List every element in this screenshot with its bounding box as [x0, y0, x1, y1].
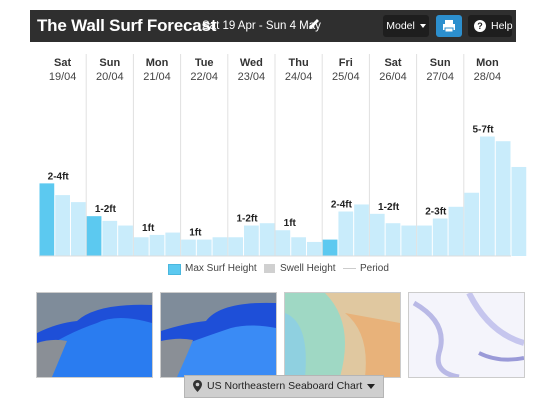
date-label: 22/04	[190, 71, 218, 83]
surf-height-label: 5-7ft	[472, 125, 494, 136]
day-label: Thu	[289, 57, 309, 69]
surf-height-label: 2-3ft	[425, 207, 447, 218]
surf-height-label: 1-2ft	[236, 214, 258, 225]
date-label: 19/04	[49, 71, 77, 83]
day-label: Sun	[99, 57, 120, 69]
surf-bar[interactable]	[212, 237, 228, 256]
surf-bar[interactable]	[86, 216, 102, 256]
print-button[interactable]	[436, 15, 462, 37]
legend-label-max-surf: Max Surf Height	[185, 263, 257, 274]
surf-bar[interactable]	[196, 239, 212, 256]
surf-bar[interactable]	[275, 230, 291, 256]
surf-bar[interactable]	[369, 213, 385, 256]
surf-bar[interactable]	[432, 218, 448, 256]
legend-swatch-swell	[264, 264, 275, 273]
surf-bar[interactable]	[259, 223, 275, 256]
wind-map-icon	[285, 293, 400, 377]
help-button[interactable]: ? Help	[468, 15, 513, 37]
surf-bar[interactable]	[354, 204, 369, 256]
caret-down-icon	[367, 384, 375, 389]
surf-bar[interactable]	[133, 237, 149, 256]
surf-bar[interactable]	[165, 232, 181, 256]
model-button-label: Model	[386, 20, 415, 32]
surf-height-label: 1ft	[142, 223, 155, 234]
surf-bar[interactable]	[448, 206, 464, 256]
day-label: Mon	[146, 57, 169, 69]
day-label: Mon	[476, 57, 499, 69]
surf-bar[interactable]	[417, 225, 432, 256]
date-label: 21/04	[143, 71, 171, 83]
surf-bar[interactable]	[511, 166, 527, 256]
surf-height-label: 2-4ft	[48, 171, 70, 182]
date-label: 24/04	[285, 71, 313, 83]
model-button[interactable]: Model	[383, 15, 429, 37]
help-label: Help	[491, 20, 513, 32]
map-select-label: US Northeastern Seaboard Chart	[207, 380, 363, 392]
date-label: 20/04	[96, 71, 124, 83]
map-pin-icon	[193, 380, 202, 392]
surf-height-label: 2-4ft	[331, 199, 353, 210]
legend-line-period	[343, 268, 356, 269]
date-label: 23/04	[238, 71, 266, 83]
caret-down-icon	[419, 24, 426, 29]
surf-height-map-icon	[37, 293, 152, 377]
map-thumbnail-4[interactable]	[408, 292, 525, 378]
date-label: 27/04	[426, 71, 454, 83]
surf-bar[interactable]	[102, 220, 118, 256]
surf-bar[interactable]	[322, 239, 338, 256]
surf-height-label: 1ft	[189, 228, 202, 239]
surf-bar[interactable]	[181, 239, 196, 256]
surf-height-map-icon	[161, 293, 276, 377]
date-label: 25/04	[332, 71, 360, 83]
date-range: Sat 19 Apr - Sun 4 May	[202, 20, 321, 32]
day-label: Tue	[195, 57, 214, 69]
pressure-map-icon	[409, 293, 524, 377]
question-icon: ?	[474, 20, 486, 32]
surf-height-label: 1-2ft	[378, 202, 400, 213]
day-label: Sun	[430, 57, 451, 69]
day-label: Sat	[384, 57, 401, 69]
map-thumbnail-3[interactable]	[284, 292, 401, 378]
day-label: Sat	[54, 57, 71, 69]
map-select-dropdown[interactable]: US Northeastern Seaboard Chart	[184, 375, 384, 398]
date-label: 26/04	[379, 71, 407, 83]
surf-height-label: 1-2ft	[95, 204, 117, 215]
date-label: 28/04	[474, 71, 502, 83]
surf-bar[interactable]	[480, 136, 495, 256]
legend-label-period: Period	[360, 263, 389, 274]
surf-bar[interactable]	[244, 225, 259, 256]
map-thumbnail-2[interactable]	[160, 292, 277, 378]
surf-bar[interactable]	[464, 192, 480, 256]
surf-bar[interactable]	[495, 141, 511, 256]
edit-pencil-icon[interactable]	[307, 17, 321, 31]
surf-bar[interactable]	[401, 225, 417, 256]
surf-bar[interactable]	[338, 211, 354, 256]
page-title: The Wall Surf Forecast	[37, 16, 217, 35]
surf-bar[interactable]	[306, 241, 322, 256]
day-label: Fri	[339, 57, 353, 69]
legend-swatch-max-surf	[168, 264, 181, 275]
surf-bar[interactable]	[70, 202, 86, 256]
day-label: Wed	[240, 57, 263, 69]
legend-label-swell: Swell Height	[280, 263, 336, 274]
map-thumbnail-1[interactable]	[36, 292, 153, 378]
surf-bar[interactable]	[118, 225, 133, 256]
surf-bar[interactable]	[228, 237, 244, 256]
surf-bar[interactable]	[385, 223, 401, 256]
surf-bar[interactable]	[149, 234, 165, 256]
surf-height-label: 1ft	[284, 218, 297, 229]
surf-bar[interactable]	[55, 195, 70, 256]
surf-chart: Sat 19/04 Sun 20/04 Mon 21/04 Tue 22/04 Wed 23/04…	[39, 54, 527, 257]
printer-icon	[443, 20, 455, 33]
surf-bar[interactable]	[291, 237, 306, 256]
forecast-header: The Wall Surf Forecast Sat 19 Apr - Sun …	[30, 10, 516, 42]
surf-bar[interactable]	[39, 183, 55, 256]
